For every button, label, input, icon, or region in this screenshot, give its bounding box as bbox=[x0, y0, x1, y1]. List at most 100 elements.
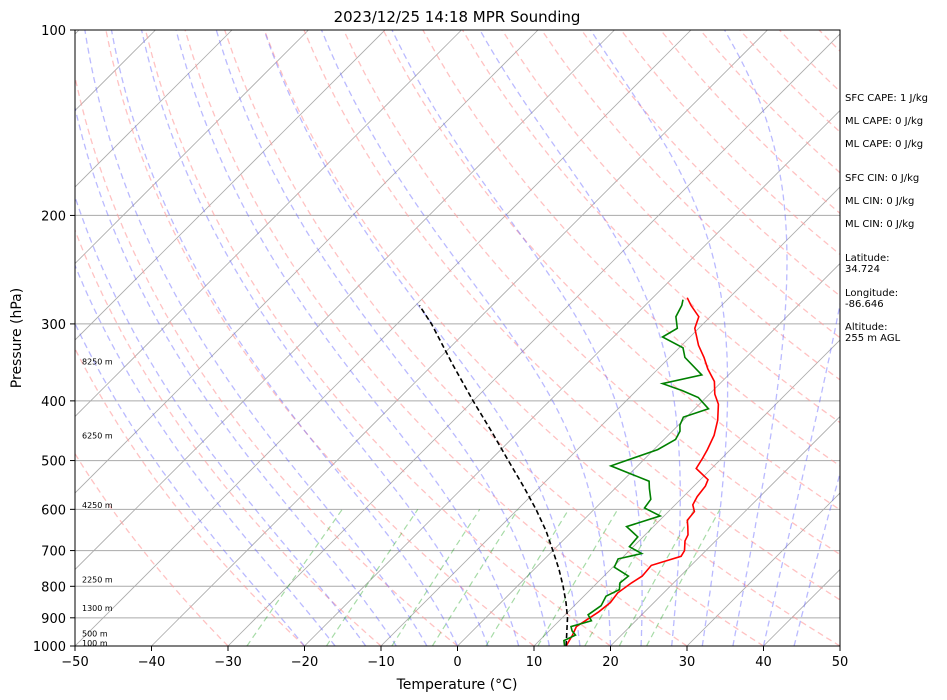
altitude-value: 255 m AGL bbox=[845, 333, 901, 344]
isotherm-line bbox=[304, 109, 840, 646]
moist-adiabat-line bbox=[263, 30, 581, 646]
parcel-trace bbox=[418, 304, 569, 646]
height-label: 6250 m bbox=[82, 431, 113, 440]
x-tick-label: −50 bbox=[61, 655, 88, 670]
mixing-ratio-line bbox=[618, 509, 695, 646]
isotherm-line bbox=[686, 492, 840, 646]
y-tick-label: 200 bbox=[41, 209, 66, 224]
x-tick-label: −10 bbox=[367, 655, 394, 670]
mixing-ratio-line bbox=[537, 508, 619, 646]
ml-cape-text: ML CAPE: 0 J/kg bbox=[845, 116, 924, 127]
isotherm-line bbox=[75, 30, 615, 571]
isotherm-line bbox=[75, 30, 233, 188]
dry-adiabat-line bbox=[580, 30, 840, 297]
x-tick-label: 20 bbox=[602, 655, 619, 670]
moist-adiabat-line bbox=[215, 30, 550, 646]
mixing-ratio-line bbox=[325, 508, 419, 646]
isotherm-line bbox=[0, 30, 3, 646]
dry-adiabat-line bbox=[75, 452, 229, 646]
mixing-ratio-line bbox=[646, 509, 721, 646]
ml-cape-text-2: ML CAPE: 0 J/kg bbox=[845, 139, 924, 150]
background-lines bbox=[0, 30, 840, 646]
moist-adiabat-line bbox=[479, 30, 681, 646]
dry-adiabat-line bbox=[263, 30, 840, 646]
moist-adiabat-line bbox=[391, 30, 643, 646]
chart-title: 2023/12/25 14:18 MPR Sounding bbox=[334, 8, 581, 26]
plot-frame bbox=[74, 29, 841, 647]
mixing-ratio-line bbox=[246, 508, 343, 646]
moist-adiabat-line bbox=[762, 300, 840, 646]
altitude-label: Altitude: bbox=[845, 322, 888, 333]
isotherm-line bbox=[75, 30, 692, 646]
height-label: 8250 m bbox=[82, 357, 113, 366]
height-label: 1300 m bbox=[82, 604, 113, 613]
latitude-value: 34.724 bbox=[845, 264, 880, 275]
y-tick-label: 800 bbox=[41, 580, 66, 595]
dry-adiabat-line bbox=[75, 228, 382, 646]
longitude-label: Longitude: bbox=[845, 288, 899, 299]
y-axis-ticks: 100 200 300 400 500 600 700 800 900 1000 bbox=[33, 24, 75, 655]
moist-adiabat-line bbox=[75, 194, 367, 646]
ml-cin-text-2: ML CIN: 0 J/kg bbox=[845, 219, 915, 230]
isotherm-line bbox=[75, 30, 309, 265]
isotherm-line bbox=[75, 30, 539, 494]
x-tick-label: 0 bbox=[453, 655, 461, 670]
moist-adiabat-line bbox=[590, 30, 729, 646]
height-label: 2250 m bbox=[82, 576, 113, 585]
x-tick-label: 10 bbox=[526, 655, 543, 670]
dry-adiabat-line bbox=[105, 30, 535, 646]
moist-adiabat-line bbox=[320, 30, 612, 646]
longitude-value: -86.646 bbox=[845, 299, 884, 310]
mixing-ratio-line bbox=[431, 508, 519, 646]
isotherm-line bbox=[457, 262, 840, 646]
moist-adiabat-line bbox=[75, 263, 336, 646]
isotherm-line bbox=[533, 339, 840, 646]
dry-adiabat-line bbox=[343, 30, 840, 556]
dry-adiabat-line bbox=[422, 30, 840, 467]
mixing-ratio-line bbox=[391, 508, 481, 646]
mixing-ratio-line bbox=[584, 509, 663, 646]
y-tick-label: 100 bbox=[41, 24, 66, 39]
height-label: 100 m bbox=[82, 639, 108, 648]
sfc-cape-text: SFC CAPE: 1 J/kg bbox=[845, 93, 928, 104]
isotherm-line bbox=[151, 30, 768, 646]
moist-adiabat-line bbox=[75, 105, 397, 646]
x-tick-label: −30 bbox=[214, 655, 241, 670]
x-tick-label: −20 bbox=[291, 655, 318, 670]
latitude-label: Latitude: bbox=[845, 253, 890, 264]
y-tick-label: 600 bbox=[41, 503, 66, 518]
moist-adiabat-line bbox=[793, 471, 840, 646]
y-tick-label: 700 bbox=[41, 545, 66, 560]
y-tick-label: 1000 bbox=[33, 640, 66, 655]
dewpoint-trace bbox=[563, 299, 710, 646]
y-tick-label: 300 bbox=[41, 318, 66, 333]
isotherm-line bbox=[75, 30, 386, 341]
isotherm-line bbox=[610, 415, 840, 646]
temperature-trace bbox=[565, 297, 720, 646]
x-tick-label: 30 bbox=[679, 655, 696, 670]
y-axis-label: Pressure (hPa) bbox=[9, 288, 25, 388]
moist-adiabat-line bbox=[110, 30, 459, 646]
moist-adiabat-line bbox=[175, 30, 520, 646]
x-tick-label: 50 bbox=[832, 655, 849, 670]
x-axis-ticks: −50 −40 −30 −20 −10 0 10 20 30 40 50 bbox=[61, 646, 848, 670]
dry-adiabat-line bbox=[382, 30, 840, 511]
sounding-traces bbox=[418, 297, 720, 646]
sounding-info-panel: SFC CAPE: 1 J/kg ML CAPE: 0 J/kg ML CAPE… bbox=[845, 0, 945, 700]
y-tick-label: 900 bbox=[41, 612, 66, 627]
dry-adiabat-line bbox=[75, 347, 305, 646]
dry-adiabat-line bbox=[303, 30, 840, 601]
y-tick-label: 400 bbox=[41, 395, 66, 410]
isotherm-line bbox=[227, 33, 840, 646]
dry-adiabat-line bbox=[75, 74, 458, 646]
y-tick-label: 500 bbox=[41, 455, 66, 470]
ml-cin-text: ML CIN: 0 J/kg bbox=[845, 196, 915, 207]
height-label: 4250 m bbox=[82, 501, 113, 510]
dry-adiabat-line bbox=[184, 30, 688, 646]
x-axis-label: Temperature (°C) bbox=[396, 677, 518, 693]
dry-adiabat-line bbox=[144, 30, 611, 646]
isotherm-line bbox=[380, 186, 840, 646]
isotherm-line bbox=[75, 30, 462, 418]
